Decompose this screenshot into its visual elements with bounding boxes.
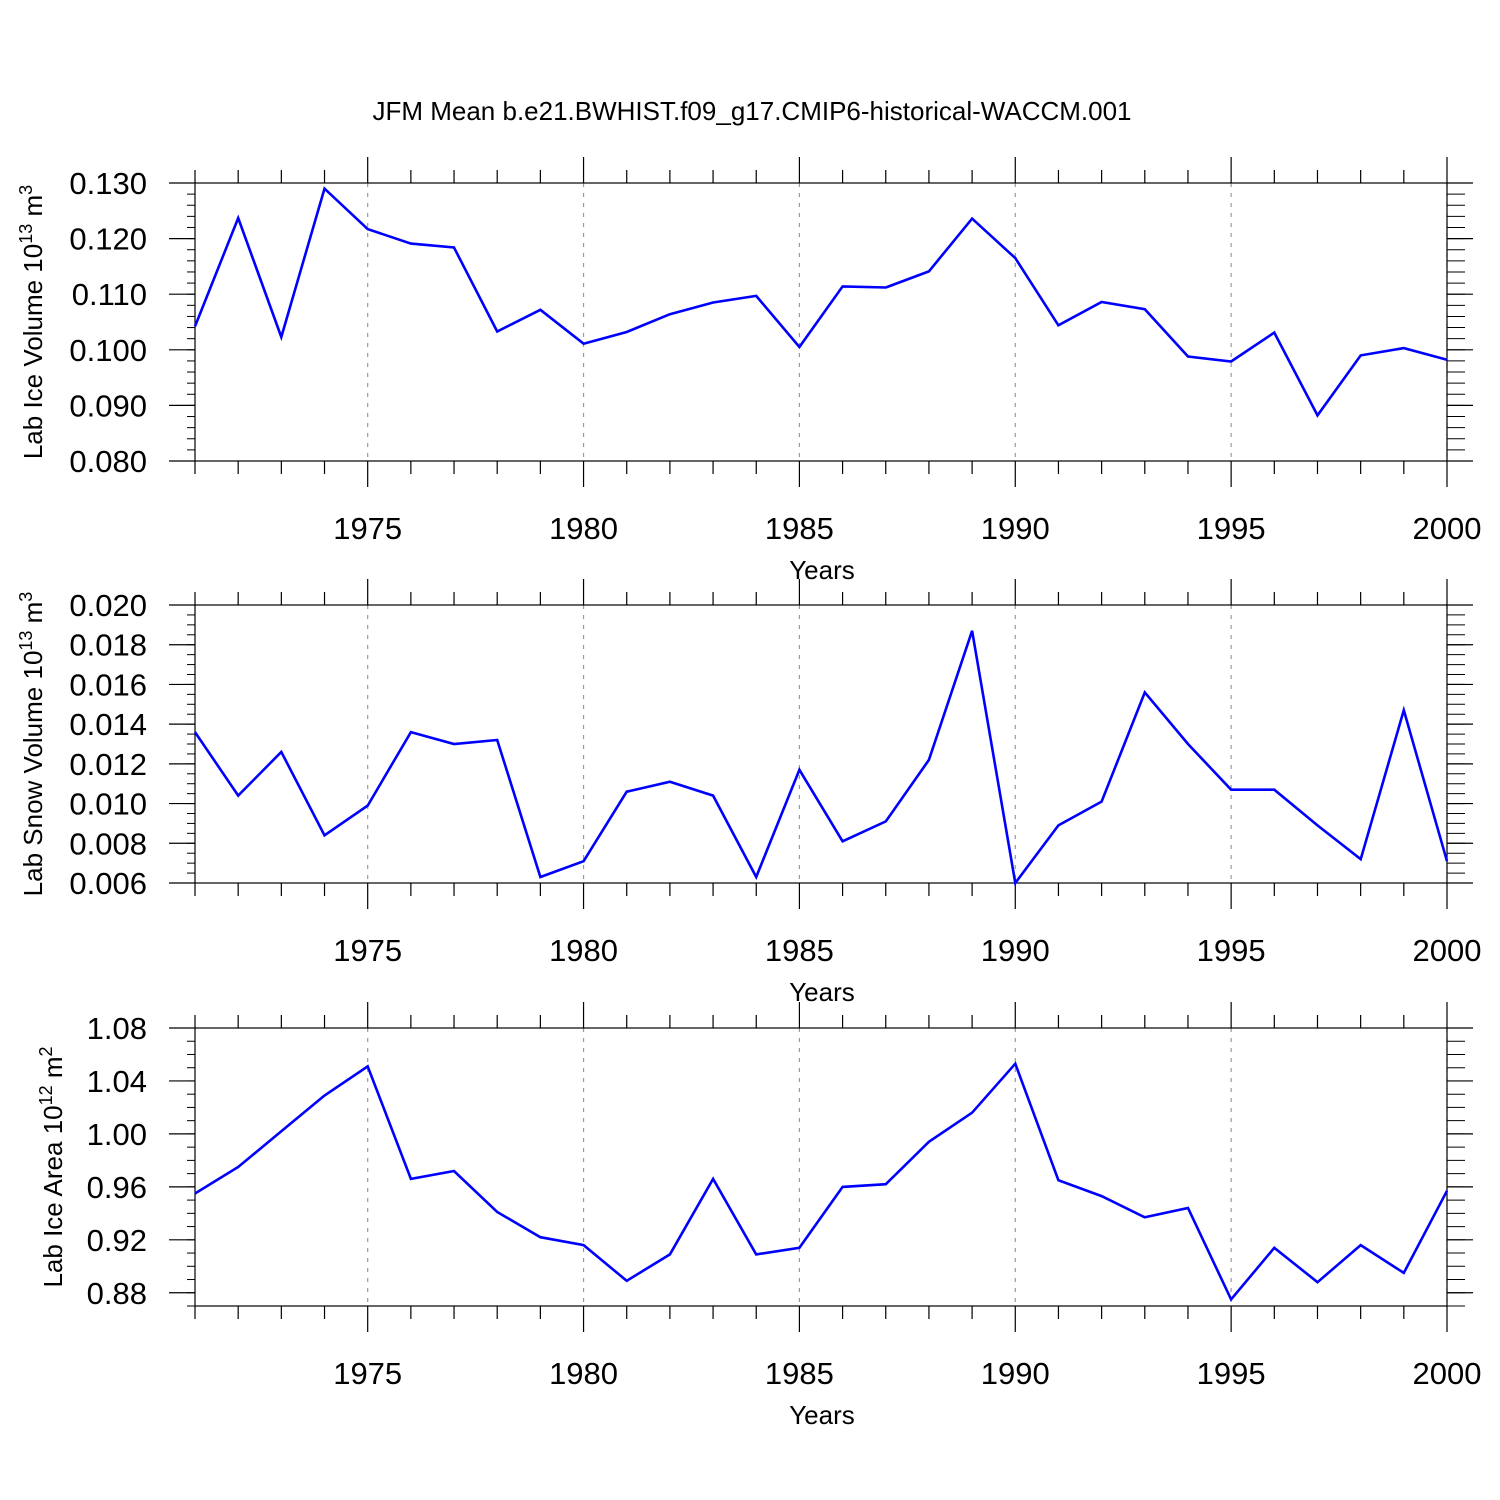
y-axis-title: Lab Snow Volume 1013 m3 [16, 592, 48, 897]
y-axis-title: Lab Ice Volume 1013 m3 [16, 185, 48, 459]
panel-ice-volume: 1975 1980 1985 1990 1995 2000 Years 0.080 0.090 0… [16, 157, 1481, 585]
y-tick-label-7: 0.020 [69, 588, 147, 623]
y-tick-label-4: 1.04 [87, 1064, 147, 1099]
y-tick-label-2: 0.96 [87, 1170, 147, 1205]
x-axis-title: Years [789, 1400, 855, 1430]
y-tick-label-5: 0.130 [69, 166, 147, 201]
x-tick-label-1990: 1990 [981, 511, 1050, 546]
chart-title: JFM Mean b.e21.BWHIST.f09_g17.CMIP6-hist… [372, 96, 1131, 126]
y-tick-label-1: 0.008 [69, 826, 147, 861]
plot-frame [194, 604, 1448, 884]
x-tick-label-1975: 1975 [333, 933, 402, 968]
y-tick-label-5: 0.016 [69, 667, 147, 702]
x-tick-label-1975: 1975 [333, 511, 402, 546]
x-tick-label-1985: 1985 [765, 1356, 834, 1391]
x-tick-label-1980: 1980 [549, 933, 618, 968]
panel-ice-area: 1975 1980 1985 1990 1995 2000 Years 0.88 0.92 0.9… [36, 1002, 1481, 1430]
x-tick-label-2000: 2000 [1413, 1356, 1482, 1391]
x-tick-label-1990: 1990 [981, 1356, 1050, 1391]
x-tick-label-2000: 2000 [1413, 511, 1482, 546]
x-axis-title: Years [789, 977, 855, 1007]
y-tick-label-4: 0.120 [69, 222, 147, 257]
x-tick-label-1995: 1995 [1197, 933, 1266, 968]
x-tick-label-2000: 2000 [1413, 933, 1482, 968]
y-tick-label-1: 0.92 [87, 1223, 147, 1258]
y-axis-title: Lab Ice Area 1012 m2 [36, 1046, 68, 1287]
plot-frame [194, 1027, 1448, 1307]
y-tick-label-3: 1.00 [87, 1117, 147, 1152]
x-tick-label-1985: 1985 [765, 933, 834, 968]
series-line-ice-area [194, 1061, 1449, 1302]
x-tick-label-1995: 1995 [1197, 1356, 1266, 1391]
y-tick-label-3: 0.012 [69, 747, 147, 782]
plot-frame [194, 182, 1448, 462]
x-axis-title: Years [789, 555, 855, 585]
y-tick-label-2: 0.010 [69, 787, 147, 822]
series-line-ice-volume [193, 186, 1448, 418]
x-tick-label-1980: 1980 [549, 1356, 618, 1391]
y-tick-label-0: 0.88 [87, 1276, 147, 1311]
y-tick-label-2: 0.100 [69, 333, 147, 368]
y-tick-label-5: 1.08 [87, 1011, 147, 1046]
x-tick-label-1985: 1985 [765, 511, 834, 546]
x-tick-label-1975: 1975 [333, 1356, 402, 1391]
series-line-snow-volume [193, 630, 1449, 887]
x-tick-label-1995: 1995 [1197, 511, 1266, 546]
y-tick-label-6: 0.018 [69, 628, 147, 663]
x-tick-label-1990: 1990 [981, 933, 1050, 968]
y-tick-label-1: 0.090 [69, 388, 147, 423]
panel-snow-volume: 1975 1980 1985 1990 1995 2000 Years 0.006 0.008 0… [16, 579, 1481, 1007]
y-tick-label-0: 0.006 [69, 866, 147, 901]
x-tick-label-1980: 1980 [549, 511, 618, 546]
y-tick-label-3: 0.110 [72, 277, 147, 312]
y-tick-label-4: 0.014 [69, 707, 147, 742]
y-tick-label-0: 0.080 [69, 444, 147, 479]
